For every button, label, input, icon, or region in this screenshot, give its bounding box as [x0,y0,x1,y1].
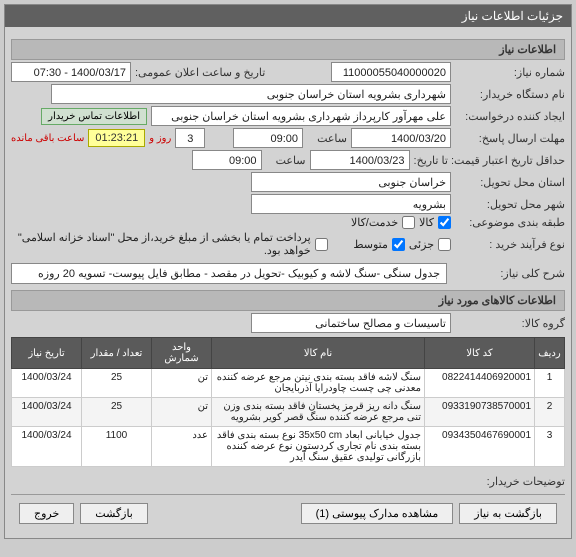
countdown-clock: 01:23:21 [88,129,145,147]
min-valid-time: 09:00 [192,150,262,170]
group-label: گروه کالا: [455,317,565,330]
table-cell: 1400/03/24 [12,369,82,398]
items-table: ردیف کد کالا نام کالا واحد شمارش تعداد /… [11,337,565,467]
creator-label: ایجاد کننده درخواست: [455,110,565,123]
content-area: اطلاعات نیاز شماره نیاز: 110000550400000… [5,27,571,538]
buy-type-low-checkbox[interactable] [438,238,451,251]
pack-service-checkbox[interactable] [402,216,415,229]
buy-type-low-check[interactable]: جزئی [409,238,451,251]
partial-pay-checkbox[interactable] [315,238,328,251]
province-label: استان محل تحویل: [455,176,565,189]
table-cell: 0822414406920001 [425,369,535,398]
col-qty: تعداد / مقدار [82,338,152,369]
table-cell: تن [152,369,212,398]
announce-label: تاریخ و ساعت اعلان عمومی: [135,66,265,79]
table-cell: عدد [152,427,212,467]
announce-field: 1400/03/17 - 07:30 [11,62,131,82]
table-header-row: ردیف کد کالا نام کالا واحد شمارش تعداد /… [12,338,565,369]
city-field: بشرویه [251,194,451,214]
return-button[interactable]: بازگشت [80,503,148,524]
pack-goods-checkbox[interactable] [438,216,451,229]
view-attachments-button[interactable]: مشاهده مدارک پیوستی (1) [301,503,454,524]
hour-label-1: ساعت [307,132,347,145]
table-cell: 1400/03/24 [12,427,82,467]
table-row: 20933190738570001سنگ دانه ریز قرمز پخستا… [12,398,565,427]
col-code: کد کالا [425,338,535,369]
buyer-label: نام دستگاه خریدار: [455,88,565,101]
province-field: خراسان جنوبی [251,172,451,192]
panel-title: جزئیات اطلاعات نیاز [5,5,571,27]
table-cell: 1 [535,369,565,398]
exit-button[interactable]: خروج [19,503,74,524]
buy-type-mid-check[interactable]: متوسط [353,238,405,251]
partial-pay-label: پرداخت تمام یا بخشی از مبلغ خرید،از محل … [11,231,311,257]
col-unit: واحد شمارش [152,338,212,369]
pack-service-check[interactable]: خدمت/کالا [351,216,415,229]
city-label: شهر محل تحویل: [455,198,565,211]
col-index: ردیف [535,338,565,369]
main-panel: جزئیات اطلاعات نیاز اطلاعات نیاز شماره ن… [4,4,572,539]
table-cell: جدول خیابانی ابعاد 35x50 cm نوع بسته بند… [212,427,425,467]
buy-type-mid-checkbox[interactable] [392,238,405,251]
days-label: روز و [149,133,171,144]
col-date: تاریخ نیاز [12,338,82,369]
desc-label: شرح کلی نیاز: [455,267,565,280]
table-cell: تن [152,398,212,427]
section-info-header: اطلاعات نیاز [11,39,565,60]
deadline-send-label: مهلت ارسال پاسخ: [455,132,565,145]
need-no-field: 11000055040000020 [331,62,451,82]
table-cell: 0934350467690001 [425,427,535,467]
table-cell: 1100 [82,427,152,467]
min-valid-label: حداقل تاریخ اعتبار قیمت: تا تاریخ: [414,154,565,167]
table-cell: 0933190738570001 [425,398,535,427]
table-cell: سنگ دانه ریز قرمز پخستان فاقد بسته بندی … [212,398,425,427]
pack-goods-label: کالا [419,216,434,229]
table-cell: 25 [82,398,152,427]
table-cell: 2 [535,398,565,427]
pack-goods-check[interactable]: کالا [419,216,451,229]
buyer-notes-label: توضیحات خریدار: [455,475,565,488]
remaining-label: ساعت باقی مانده [11,133,84,144]
footer-buttons: بازگشت به نیاز مشاهده مدارک پیوستی (1) ب… [11,494,565,532]
hour-label-2: ساعت [266,154,306,167]
table-row: 30934350467690001جدول خیابانی ابعاد 35x5… [12,427,565,467]
col-name: نام کالا [212,338,425,369]
min-valid-date: 1400/03/23 [310,150,410,170]
deadline-send-date: 1400/03/20 [351,128,451,148]
deadline-send-time: 09:00 [233,128,303,148]
buy-type-mid-label: متوسط [353,238,388,251]
desc-field: جدول سنگی -سنگ لاشه و کیوبیک -تحویل در م… [11,263,447,284]
partial-pay-check[interactable]: پرداخت تمام یا بخشی از مبلغ خرید،از محل … [11,231,328,257]
buy-type-label: نوع فرآیند خرید : [455,238,565,251]
group-field: تاسیسات و مصالح ساختمانی [251,313,451,333]
section-items-header: اطلاعات کالاهای مورد نیاز [11,290,565,311]
need-no-label: شماره نیاز: [455,66,565,79]
creator-field: علی مهرآور کارپرداز شهرداری بشرویه استان… [151,106,451,126]
pack-label: طبقه بندی موضوعی: [455,216,565,229]
back-to-need-button[interactable]: بازگشت به نیاز [459,503,557,524]
contact-buyer-button[interactable]: اطلاعات تماس خریدار [41,108,147,125]
table-cell: سنگ لاشه فاقد بسته بندی نیتن مرجع عرضه ک… [212,369,425,398]
days-count: 3 [175,128,205,148]
buyer-field: شهرداری بشرویه استان خراسان جنوبی [51,84,451,104]
pack-service-label: خدمت/کالا [351,216,398,229]
table-cell: 25 [82,369,152,398]
table-cell: 3 [535,427,565,467]
buy-type-low-label: جزئی [409,238,434,251]
table-cell: 1400/03/24 [12,398,82,427]
table-row: 10822414406920001سنگ لاشه فاقد بسته بندی… [12,369,565,398]
